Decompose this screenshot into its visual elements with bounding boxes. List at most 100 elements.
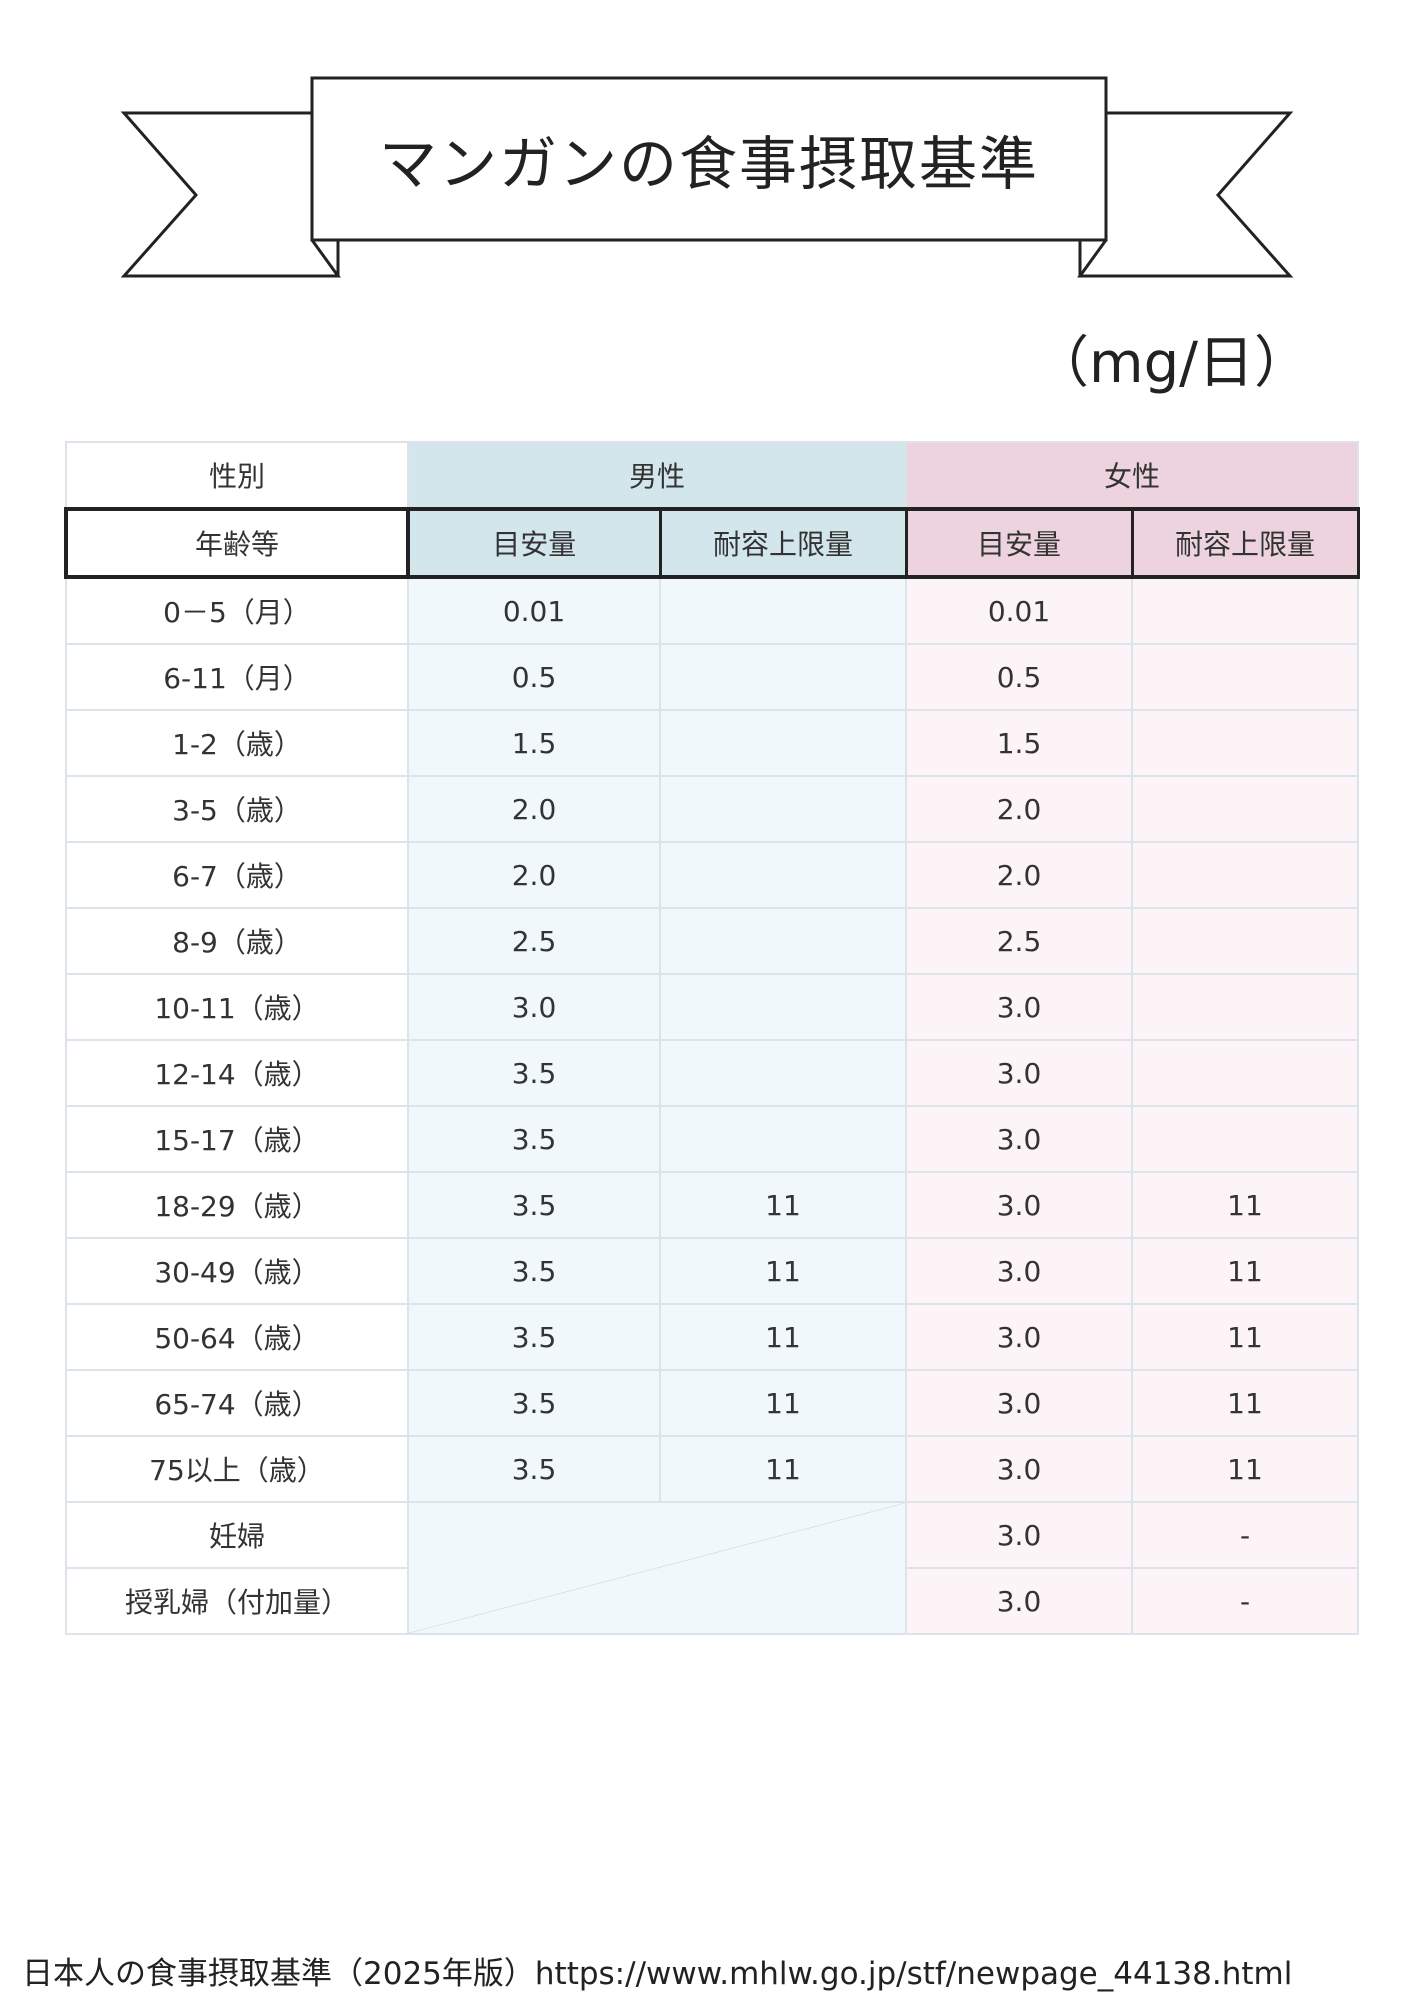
female-header: 女性	[905, 441, 1359, 510]
female-ai-cell: 2.0	[905, 841, 1133, 909]
male-ai-header: 目安量	[406, 507, 662, 579]
age-cell: 6-11（月）	[65, 643, 409, 711]
male-ai-cell: 2.0	[407, 841, 661, 909]
table-row: 妊婦 3.0-	[65, 1501, 1359, 1635]
female-ai-cell: 3.0	[905, 1039, 1133, 1107]
age-cell: 授乳婦（付加量）	[65, 1567, 409, 1635]
female-ai-cell: 1.5	[905, 709, 1133, 777]
table-row: 65-74（歳） 3.5 11 3.0 11	[65, 1369, 1359, 1437]
male-ai-cell: 3.5	[407, 1369, 661, 1437]
age-cell: 10-11（歳）	[65, 973, 409, 1041]
age-cell: 30-49（歳）	[65, 1237, 409, 1305]
female-ai-cell: 0.01	[905, 576, 1133, 645]
table-row: 30-49（歳） 3.5 11 3.0 11	[65, 1237, 1359, 1305]
male-ul-cell	[659, 973, 907, 1041]
female-ai-cell: 3.0	[905, 1567, 1133, 1635]
female-ul-header: 耐容上限量	[1130, 507, 1360, 579]
age-cell: 1-2（歳）	[65, 709, 409, 777]
female-ai-cell: 3.0	[905, 1237, 1133, 1305]
age-cell: 50-64（歳）	[65, 1303, 409, 1371]
table-row: 6-11（月） 0.5 0.5	[65, 643, 1359, 711]
female-ul-cell: 11	[1131, 1171, 1359, 1239]
male-ai-cell: 2.5	[407, 907, 661, 975]
male-ul-cell: 11	[659, 1435, 907, 1503]
table-row: 50-64（歳） 3.5 11 3.0 11	[65, 1303, 1359, 1371]
female-ul-cell	[1131, 643, 1359, 711]
female-ul-cell	[1131, 973, 1359, 1041]
male-ai-cell: 1.5	[407, 709, 661, 777]
age-cell: 6-7（歳）	[65, 841, 409, 909]
age-label: 年齢等	[64, 507, 410, 579]
header-row-sex: 性別 男性 女性	[65, 441, 1359, 510]
age-cell: 15-17（歳）	[65, 1105, 409, 1173]
female-ai-cell: 3.0	[905, 1303, 1133, 1371]
age-cell: 75以上（歳）	[65, 1435, 409, 1503]
table-row: 18-29（歳） 3.5 11 3.0 11	[65, 1171, 1359, 1239]
header-row-age: 年齢等 目安量 耐容上限量 目安量 耐容上限量	[64, 507, 1360, 579]
age-cell: 65-74（歳）	[65, 1369, 409, 1437]
male-na-cell	[407, 1501, 907, 1635]
male-ai-cell: 3.5	[407, 1435, 661, 1503]
male-ai-cell: 3.5	[407, 1105, 661, 1173]
male-ul-cell	[659, 775, 907, 843]
female-ai-cell: 3.0	[905, 973, 1133, 1041]
table-row: 1-2（歳） 1.5 1.5	[65, 709, 1359, 777]
female-ul-cell	[1131, 775, 1359, 843]
male-ul-cell: 11	[659, 1303, 907, 1371]
unit-label: （mg/日）	[1033, 331, 1310, 396]
source-footer: 日本人の食事摂取基準（2025年版）https://www.mhlw.go.jp…	[22, 1956, 1293, 1992]
male-ul-cell	[659, 907, 907, 975]
female-ul-cell	[1131, 907, 1359, 975]
female-ai-cell: 3.0	[905, 1105, 1133, 1173]
female-ul-cell: 11	[1131, 1237, 1359, 1305]
female-ai-cell: 3.0	[905, 1171, 1133, 1239]
sex-label: 性別	[65, 441, 409, 510]
female-ai-cell: 2.5	[905, 907, 1133, 975]
male-ai-cell: 3.5	[407, 1171, 661, 1239]
male-ai-cell: 3.5	[407, 1237, 661, 1305]
female-ul-cell	[1131, 841, 1359, 909]
table-row: 6-7（歳） 2.0 2.0	[65, 841, 1359, 909]
table-row: 0－5（月） 0.01 0.01	[65, 576, 1359, 645]
table-row: 8-9（歳） 2.5 2.5	[65, 907, 1359, 975]
female-ul-cell	[1131, 1105, 1359, 1173]
male-ul-cell	[659, 709, 907, 777]
male-ul-header: 耐容上限量	[658, 507, 908, 579]
female-ai-cell: 3.0	[905, 1501, 1133, 1569]
female-ul-cell	[1131, 709, 1359, 777]
age-cell: 妊婦	[65, 1501, 409, 1569]
male-ai-cell: 3.5	[407, 1039, 661, 1107]
male-ul-cell	[659, 1039, 907, 1107]
female-ai-cell: 2.0	[905, 775, 1133, 843]
table-row: 授乳婦（付加量） 3.0-	[65, 1567, 1359, 1635]
age-cell: 12-14（歳）	[65, 1039, 409, 1107]
age-cell: 8-9（歳）	[65, 907, 409, 975]
male-ul-cell: 11	[659, 1171, 907, 1239]
female-ul-cell: -	[1131, 1567, 1359, 1635]
male-ai-cell: 0.5	[407, 643, 661, 711]
male-ai-cell: 3.0	[407, 973, 661, 1041]
table-row: 75以上（歳） 3.5 11 3.0 11	[65, 1435, 1359, 1503]
female-ul-cell	[1131, 1039, 1359, 1107]
male-ai-cell: 2.0	[407, 775, 661, 843]
female-ul-cell: 11	[1131, 1435, 1359, 1503]
female-ul-cell: -	[1131, 1501, 1359, 1569]
male-ul-cell: 11	[659, 1237, 907, 1305]
female-ul-cell: 11	[1131, 1303, 1359, 1371]
female-ul-cell	[1131, 576, 1359, 645]
male-ai-cell: 3.5	[407, 1303, 661, 1371]
ribbon-graphic	[120, 76, 1294, 278]
male-ul-cell	[659, 841, 907, 909]
table-row: 15-17（歳） 3.5 3.0	[65, 1105, 1359, 1173]
female-ai-cell: 3.0	[905, 1369, 1133, 1437]
female-ul-cell: 11	[1131, 1369, 1359, 1437]
male-ul-cell	[659, 1105, 907, 1173]
male-ul-cell: 11	[659, 1369, 907, 1437]
female-ai-header: 目安量	[904, 507, 1134, 579]
intake-table: 性別 男性 女性 年齢等 目安量 耐容上限量 目安量 耐容上限量 0－5（月） 0…	[64, 441, 1360, 1635]
table-row: 12-14（歳） 3.5 3.0	[65, 1039, 1359, 1107]
diagonal-line	[409, 1503, 905, 1633]
table-row: 10-11（歳） 3.0 3.0	[65, 973, 1359, 1041]
male-ul-cell	[659, 576, 907, 645]
age-cell: 0－5（月）	[65, 576, 409, 645]
